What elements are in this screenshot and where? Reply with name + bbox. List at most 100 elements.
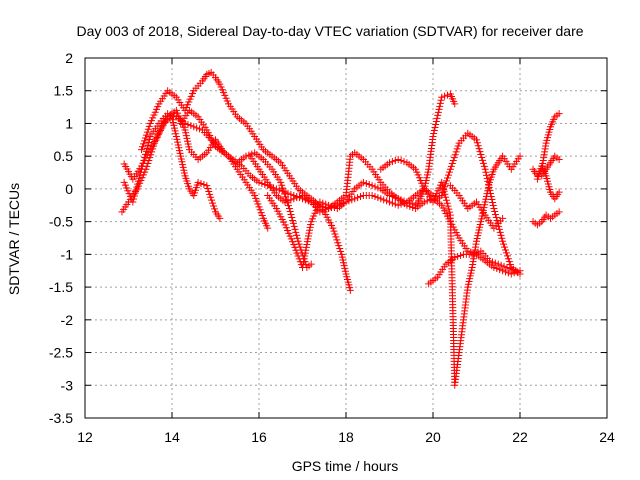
axis-ticks: 12 14 16 18 20 22 24-3.5-3-2.5-2-1.5-1-0.500.5… <box>49 50 615 445</box>
data-point-marker <box>290 241 298 249</box>
data-point-marker <box>498 234 506 242</box>
data-point-marker <box>302 243 310 251</box>
data-point-marker <box>272 185 280 193</box>
data-point-marker <box>420 198 428 206</box>
data-point-marker <box>432 117 440 125</box>
x-tick-label: 14 <box>164 429 180 445</box>
data-point-marker <box>140 156 148 164</box>
data-point-marker <box>483 174 491 182</box>
data-point-marker <box>299 263 306 271</box>
data-point-marker <box>555 208 563 216</box>
data-point-marker <box>400 197 408 205</box>
data-point-marker <box>368 182 376 190</box>
series-7 <box>264 90 459 271</box>
data-point-marker <box>292 228 300 236</box>
data-point-marker <box>386 159 393 167</box>
y-tick-label: 0.5 <box>54 148 74 164</box>
data-point-marker <box>488 195 496 203</box>
plot-frame <box>84 57 608 419</box>
data-point-marker <box>435 105 443 113</box>
data-point-marker <box>196 125 204 133</box>
data-point-marker <box>443 199 451 207</box>
data-point-marker <box>194 178 202 186</box>
data-point-marker <box>275 186 283 194</box>
data-point-marker <box>438 93 446 101</box>
data-point-marker <box>555 188 563 196</box>
data-point-marker <box>256 206 264 214</box>
y-tick-label: -0.5 <box>49 214 73 230</box>
data-point-marker <box>477 151 485 159</box>
data-point-marker <box>305 229 313 237</box>
data-point-marker <box>504 255 512 263</box>
data-point-marker <box>130 192 138 200</box>
data-point-marker <box>444 202 452 210</box>
data-point-marker <box>193 124 201 132</box>
data-point-marker <box>473 136 480 144</box>
data-point-marker <box>432 120 440 128</box>
y-tick-label: 2 <box>65 50 73 66</box>
data-point-marker <box>316 208 324 216</box>
data-point-marker <box>380 196 388 204</box>
data-point-marker <box>143 128 151 136</box>
data-point-marker <box>506 265 514 273</box>
data-point-marker <box>500 262 508 270</box>
data-point-marker <box>169 112 177 120</box>
data-point-marker <box>187 122 195 130</box>
data-point-marker <box>299 261 307 269</box>
data-point-marker <box>301 249 309 257</box>
x-tick-label: 16 <box>251 429 267 445</box>
data-point-marker <box>281 188 289 196</box>
data-point-marker <box>211 205 219 213</box>
data-point-marker <box>346 286 354 294</box>
data-point-marker <box>345 197 353 205</box>
data-point-marker <box>497 231 505 239</box>
data-point-marker <box>438 191 446 199</box>
y-tick-label: -2 <box>61 312 74 328</box>
data-point-marker <box>368 191 376 199</box>
data-point-marker <box>434 111 442 119</box>
data-point-marker <box>441 190 449 198</box>
data-point-marker <box>491 259 499 267</box>
data-point-marker <box>255 178 263 186</box>
data-point-marker <box>134 180 142 188</box>
data-point-marker <box>473 139 481 147</box>
data-point-marker <box>454 253 462 261</box>
data-point-marker <box>357 193 364 201</box>
series-9 <box>425 247 524 288</box>
data-point-marker <box>362 179 370 187</box>
data-point-marker <box>251 191 259 199</box>
y-tick-label: -3 <box>61 377 74 393</box>
data-point-marker <box>330 203 338 211</box>
data-point-marker <box>430 130 438 138</box>
data-point-marker <box>397 196 405 204</box>
data-point-marker <box>457 251 465 259</box>
data-point-marker <box>446 208 454 216</box>
data-point-marker <box>281 198 289 206</box>
data-point-marker <box>444 171 452 179</box>
data-point-marker <box>136 171 144 179</box>
data-point-marker <box>439 184 447 192</box>
data-point-marker <box>289 219 297 227</box>
data-point-marker <box>287 196 295 204</box>
data-point-marker <box>334 239 342 247</box>
data-point-marker <box>207 193 215 201</box>
data-point-marker <box>135 174 143 182</box>
data-point-marker <box>555 155 563 163</box>
data-point-marker <box>494 260 502 268</box>
data-point-marker <box>443 177 451 185</box>
data-point-marker <box>400 158 408 166</box>
data-point-marker <box>208 196 216 204</box>
grid <box>85 58 607 418</box>
data-point-marker <box>409 200 417 208</box>
data-point-marker <box>377 195 385 203</box>
data-point-marker <box>335 242 343 250</box>
data-point-marker <box>254 200 262 208</box>
data-point-marker <box>365 181 373 189</box>
data-point-marker <box>450 154 458 162</box>
data-point-marker <box>434 108 442 116</box>
y-axis-label: SDTVAR / TECUs <box>6 183 22 295</box>
data-point-marker <box>210 202 218 210</box>
data-point-marker <box>145 136 153 144</box>
data-point-marker <box>303 238 311 246</box>
data-point-marker <box>445 168 453 176</box>
